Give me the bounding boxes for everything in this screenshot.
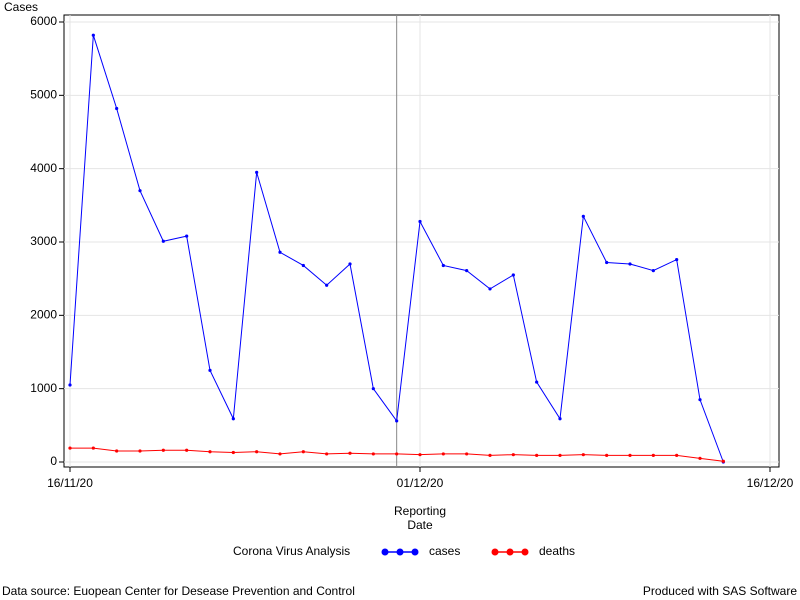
data-point xyxy=(115,106,119,111)
data-point xyxy=(581,214,585,218)
data-point xyxy=(628,262,632,266)
data-point xyxy=(255,170,259,174)
data-point xyxy=(488,453,492,457)
data-point xyxy=(91,446,95,450)
y-tick-label: 5000 xyxy=(30,88,57,102)
data-point xyxy=(511,273,515,277)
data-point xyxy=(68,446,72,450)
data-point xyxy=(675,258,679,262)
data-point xyxy=(488,287,492,291)
plot-frame xyxy=(63,14,780,468)
x-axis-label: Reporting xyxy=(394,504,446,518)
data-point xyxy=(698,456,702,460)
data-point xyxy=(371,452,375,456)
x-axis-label: Date xyxy=(407,518,433,532)
data-point xyxy=(278,452,282,456)
data-point xyxy=(348,451,352,455)
data-point xyxy=(535,380,539,384)
legend-label: cases xyxy=(429,544,460,558)
data-point xyxy=(651,453,655,457)
data-point xyxy=(371,387,375,391)
legend-marker xyxy=(411,548,419,556)
data-point xyxy=(465,452,469,456)
data-point xyxy=(465,269,469,273)
data-point xyxy=(581,453,585,457)
data-point xyxy=(325,452,329,456)
data-point xyxy=(91,33,95,37)
data-point xyxy=(138,189,142,193)
data-point xyxy=(255,450,259,454)
data-point xyxy=(208,368,212,372)
data-point xyxy=(418,219,422,224)
data-point xyxy=(68,383,72,387)
data-point xyxy=(441,263,445,268)
footnote: Data source: Euopean Center for Desease … xyxy=(2,584,355,598)
data-point xyxy=(558,417,562,421)
data-point xyxy=(208,450,212,454)
data-point xyxy=(231,417,235,421)
data-point xyxy=(301,263,305,268)
legend-title: Corona Virus Analysis xyxy=(233,544,350,558)
y-tick-label: 0 xyxy=(50,454,57,468)
data-point xyxy=(651,269,655,273)
data-point xyxy=(115,449,119,453)
legend-marker xyxy=(521,548,529,556)
data-point xyxy=(558,453,562,457)
data-point xyxy=(138,449,142,453)
y-tick-label: 3000 xyxy=(30,234,57,248)
x-tick-label: 16/11/20 xyxy=(47,476,93,490)
data-point xyxy=(441,452,445,456)
y-tick-label: 2000 xyxy=(30,308,57,322)
data-point xyxy=(278,250,282,254)
data-point xyxy=(185,448,189,452)
legend-label: deaths xyxy=(539,544,575,558)
legend-marker xyxy=(381,548,389,556)
data-point xyxy=(348,262,352,266)
data-point xyxy=(675,453,679,457)
data-point xyxy=(535,453,539,457)
data-point xyxy=(231,450,235,455)
y-axis-label: Cases xyxy=(4,0,38,14)
data-point xyxy=(185,234,189,238)
data-point xyxy=(418,453,422,457)
data-point xyxy=(161,448,165,452)
y-tick-label: 6000 xyxy=(30,14,57,28)
y-tick-label: 1000 xyxy=(30,381,57,395)
x-tick-label: 16/12/20 xyxy=(747,476,794,490)
data-point xyxy=(161,239,165,243)
legend-marker xyxy=(491,548,499,556)
data-point xyxy=(395,419,399,423)
x-tick-label: 01/12/20 xyxy=(397,476,444,490)
data-point xyxy=(721,459,725,463)
legend-marker xyxy=(506,548,514,556)
data-point xyxy=(605,260,609,265)
data-point xyxy=(605,453,609,457)
data-point xyxy=(698,398,702,402)
data-point xyxy=(301,450,305,454)
data-point xyxy=(628,453,632,457)
data-point xyxy=(395,452,399,456)
footnote: Produced with SAS Software xyxy=(643,584,797,598)
data-point xyxy=(511,453,515,457)
data-point xyxy=(325,283,329,287)
legend-marker xyxy=(396,548,404,556)
y-tick-label: 4000 xyxy=(30,161,57,175)
